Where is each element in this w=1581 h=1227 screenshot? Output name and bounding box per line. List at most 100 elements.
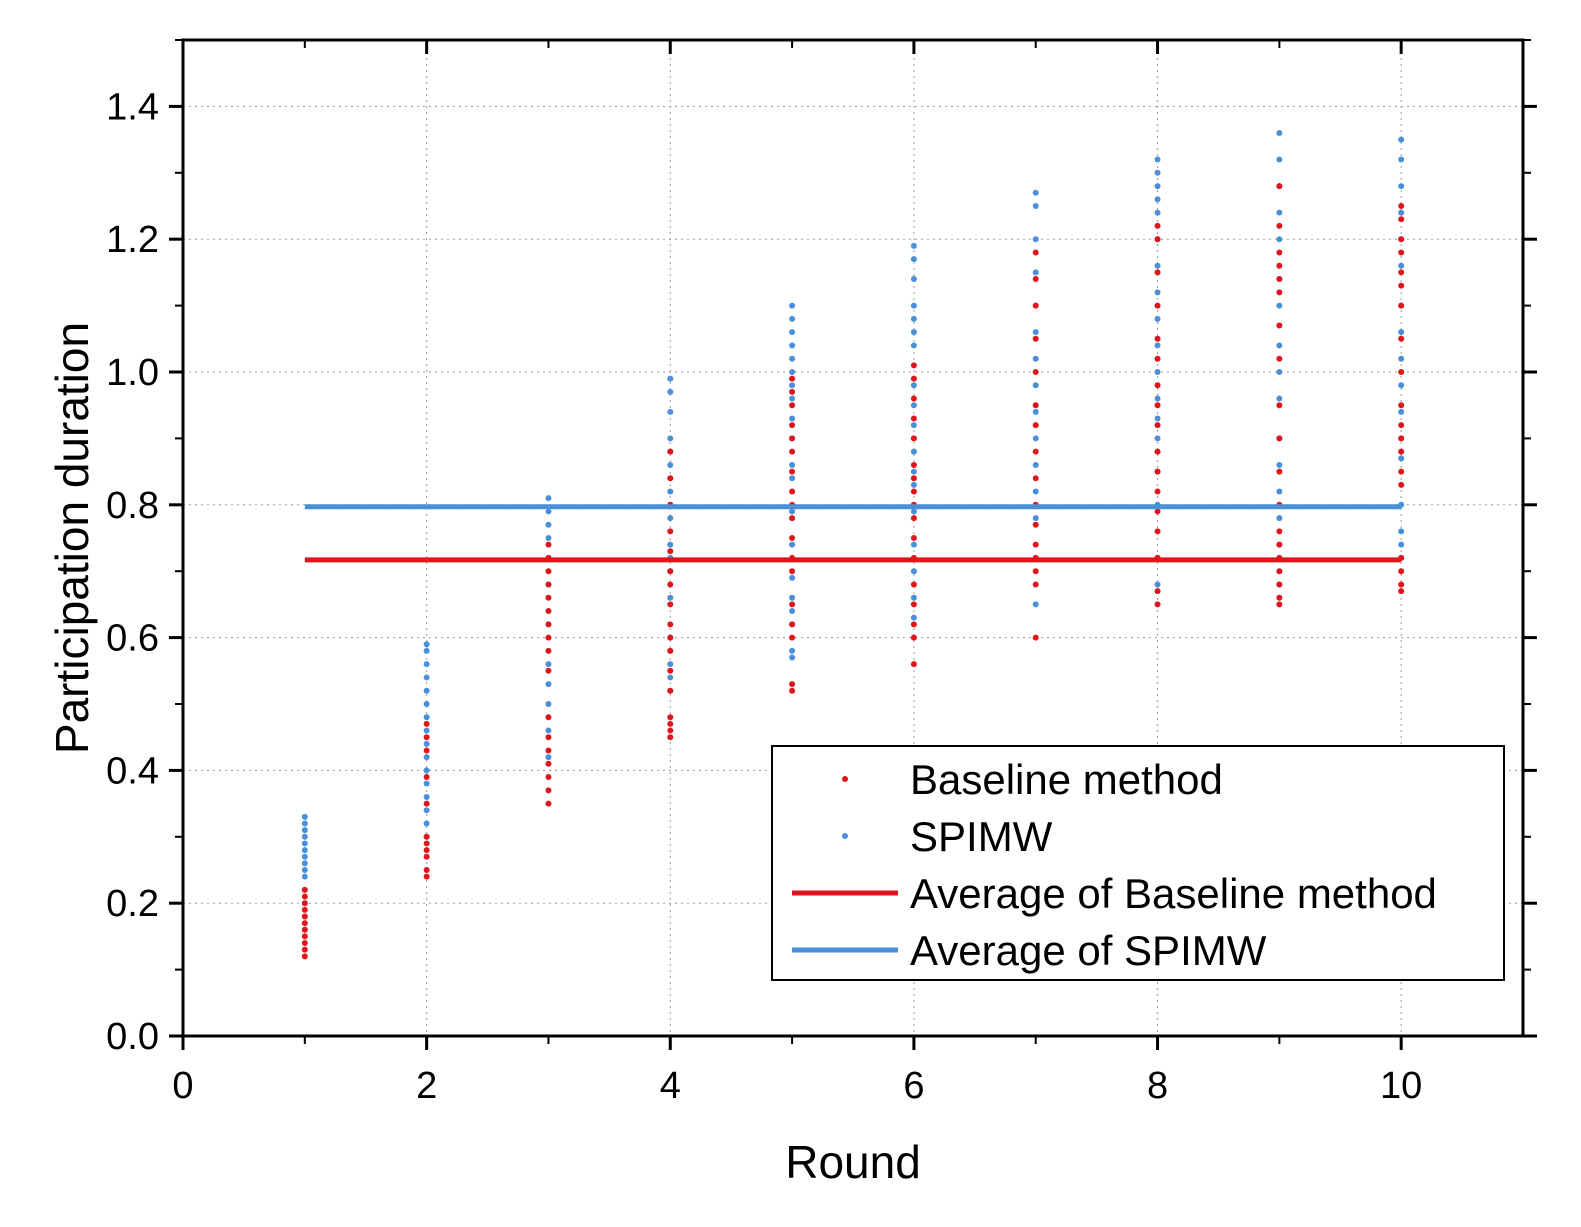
- baseline-point: [789, 448, 796, 455]
- spimw-point: [789, 594, 796, 601]
- baseline-point: [789, 402, 796, 409]
- baseline-point: [1398, 369, 1405, 375]
- baseline-point: [910, 435, 917, 442]
- baseline-point: [423, 747, 430, 754]
- baseline-point: [1032, 302, 1039, 309]
- baseline-point: [1276, 468, 1283, 475]
- y-tick-label: 0.0: [106, 1016, 159, 1058]
- legend-label-avg-spimw: Average of SPIMW: [910, 927, 1267, 974]
- baseline-point: [1032, 568, 1039, 575]
- baseline-point: [1032, 581, 1039, 588]
- spimw-point: [1276, 302, 1283, 309]
- baseline-point: [1398, 448, 1405, 455]
- baseline-point: [789, 601, 796, 608]
- legend-label-avg-baseline: Average of Baseline method: [910, 870, 1437, 917]
- baseline-point: [1276, 276, 1283, 283]
- spimw-point: [1032, 461, 1039, 468]
- spimw-point: [789, 508, 796, 515]
- y-tick-label: 1.4: [106, 86, 159, 128]
- spimw-point: [910, 302, 917, 309]
- baseline-point: [1276, 568, 1283, 575]
- baseline-point: [667, 621, 674, 628]
- spimw-point: [789, 382, 796, 389]
- baseline-point: [1398, 468, 1405, 475]
- spimw-point: [423, 767, 430, 774]
- baseline-point: [1398, 335, 1405, 342]
- baseline-point: [1276, 594, 1283, 601]
- baseline-point: [545, 800, 552, 807]
- legend-label-baseline: Baseline method: [910, 756, 1223, 803]
- baseline-point: [910, 535, 917, 541]
- y-tick-label: 0.6: [106, 618, 159, 660]
- x-tick-label: 2: [416, 1065, 437, 1107]
- baseline-point: [1154, 269, 1161, 276]
- spimw-point: [301, 873, 308, 880]
- baseline-point: [1032, 402, 1039, 409]
- spimw-point: [423, 674, 430, 681]
- spimw-point: [1154, 581, 1161, 588]
- data-points: [301, 129, 1405, 960]
- baseline-point: [1398, 302, 1405, 309]
- spimw-point: [1154, 342, 1161, 349]
- spimw-point: [910, 276, 917, 283]
- baseline-point: [1154, 236, 1161, 243]
- spimw-point: [1032, 189, 1039, 196]
- average-lines: [304, 504, 1402, 563]
- spimw-point: [545, 508, 552, 515]
- baseline-point: [1032, 249, 1039, 256]
- spimw-point: [1032, 601, 1039, 608]
- spimw-point: [423, 714, 430, 721]
- spimw-point: [1276, 209, 1283, 216]
- baseline-point: [1398, 402, 1405, 409]
- spimw-point: [667, 674, 674, 681]
- spimw-point: [1398, 382, 1405, 389]
- spimw-point: [667, 541, 674, 548]
- baseline-point: [301, 946, 308, 953]
- spimw-point: [789, 654, 796, 661]
- spimw-point: [545, 661, 552, 668]
- spimw-point: [1398, 136, 1405, 143]
- baseline-point: [1154, 528, 1161, 535]
- spimw-point: [1032, 329, 1039, 336]
- baseline-point: [667, 601, 674, 608]
- legend-label-spimw: SPIMW: [910, 813, 1053, 860]
- baseline-point: [1398, 282, 1405, 289]
- spimw-point: [1154, 395, 1161, 402]
- spimw-point: [910, 242, 917, 249]
- baseline-point: [1154, 448, 1161, 455]
- spimw-point: [423, 780, 430, 787]
- axis-ticks: [169, 39, 1537, 1050]
- baseline-point: [1398, 481, 1405, 488]
- baseline-point: [667, 548, 674, 555]
- spimw-point: [910, 422, 917, 429]
- spimw-point: [1154, 156, 1161, 163]
- spimw-point: [1154, 315, 1161, 322]
- spimw-point: [1032, 488, 1039, 495]
- spimw-point: [1154, 369, 1161, 375]
- baseline-point: [1154, 302, 1161, 309]
- baseline-point: [545, 621, 552, 628]
- y-axis-title: Participation duration: [46, 322, 98, 754]
- spimw-point: [789, 369, 796, 375]
- baseline-point: [667, 687, 674, 694]
- baseline-point: [1276, 262, 1283, 269]
- y-tick-label: 1.0: [106, 352, 159, 394]
- baseline-point: [423, 833, 430, 840]
- spimw-point: [667, 375, 674, 382]
- baseline-point: [789, 568, 796, 575]
- spimw-point: [423, 740, 430, 747]
- baseline-point: [1398, 568, 1405, 575]
- baseline-point: [667, 448, 674, 455]
- baseline-point: [545, 581, 552, 588]
- baseline-point: [667, 634, 674, 641]
- baseline-point: [1154, 402, 1161, 409]
- baseline-point: [1276, 249, 1283, 256]
- x-axis-title: Round: [785, 1136, 921, 1188]
- spimw-point: [789, 475, 796, 482]
- spimw-point: [789, 355, 796, 362]
- baseline-point: [1154, 601, 1161, 608]
- spimw-point: [1398, 408, 1405, 415]
- legend-marker-baseline: [842, 776, 848, 782]
- spimw-point: [1276, 395, 1283, 402]
